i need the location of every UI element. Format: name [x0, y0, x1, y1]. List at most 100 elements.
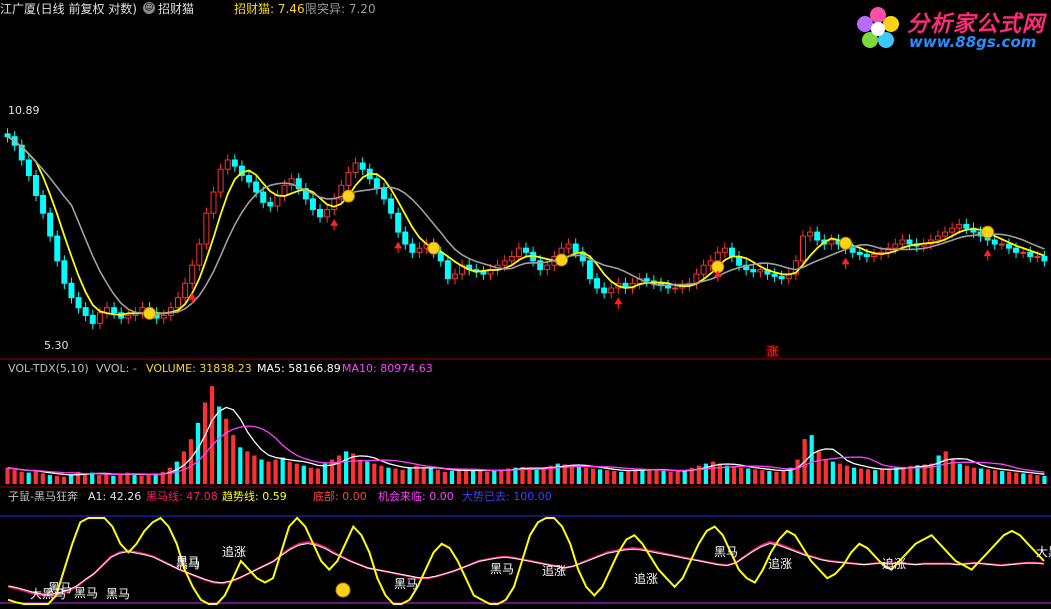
- up-arrow-icon: [330, 219, 339, 231]
- logo-title: 分析家公式网: [907, 12, 1046, 37]
- candle-body: [991, 239, 998, 245]
- vol-volume: VOLUME: 31838.23: [146, 362, 252, 375]
- up-arrow-icon: [841, 257, 850, 269]
- indicator-signal-label: 黑马: [74, 586, 98, 600]
- smiley-icon: [555, 253, 569, 267]
- up-arrow-icon: [713, 270, 722, 282]
- up-arrow-icon: [394, 241, 403, 253]
- candle-body: [771, 273, 778, 277]
- indicator-signal-label: 追涨: [882, 556, 906, 571]
- logo-url[interactable]: www.88gs.com: [909, 33, 1037, 51]
- vol-panel-name[interactable]: VOL-TDX(5,10): [8, 362, 89, 375]
- smiley-icon: [341, 189, 355, 203]
- candle-body: [210, 191, 217, 214]
- candle-body: [82, 307, 89, 316]
- candle-body: [586, 260, 593, 280]
- flower-logo-icon: [857, 7, 899, 48]
- candle-body: [32, 175, 39, 196]
- candle-body: [799, 235, 806, 262]
- candle-body: [863, 253, 870, 258]
- candle-body: [537, 260, 544, 271]
- indicator-signal-label: 黑马: [176, 555, 200, 569]
- up-arrow-icon: [188, 292, 197, 304]
- volume-ma5-line: [7, 406, 1045, 476]
- candle-body: [281, 184, 288, 196]
- ind-panel-name[interactable]: 子鼠-黑马狂奔: [8, 490, 78, 503]
- indicator-signal-label: 黑马: [106, 587, 130, 601]
- candle-body: [700, 264, 707, 275]
- candle-body: [1034, 256, 1041, 259]
- candle-body: [96, 312, 103, 324]
- candle-body: [934, 235, 941, 241]
- candle-body: [444, 260, 451, 280]
- ind-dibu: 底部: 0.00: [313, 490, 367, 503]
- indicator-signal-label: 黑马: [48, 581, 72, 595]
- candle-body: [544, 264, 551, 271]
- candle-body: [1020, 251, 1027, 254]
- indicator-value-xiantuyi: 限突异: 7.20: [305, 2, 376, 16]
- smiley-icon: [143, 306, 157, 320]
- candle-body: [849, 247, 856, 253]
- candle-body: [480, 271, 487, 275]
- candle-body: [1005, 243, 1012, 249]
- candle-body: [260, 191, 267, 203]
- candle-body: [68, 282, 75, 299]
- indicator-signal-label: 追涨: [768, 556, 792, 571]
- candle-body: [750, 269, 757, 273]
- candle-body: [892, 243, 899, 249]
- candle-body: [402, 231, 409, 245]
- indicator-signal-label: 黑马: [176, 557, 200, 571]
- candle-body: [224, 159, 231, 170]
- cat-face-icon[interactable]: ☺: [143, 2, 155, 14]
- candle-body: [1013, 247, 1020, 253]
- candle-body: [963, 223, 970, 229]
- candle-body: [89, 314, 96, 324]
- candle-body: [359, 162, 366, 170]
- candle-body: [54, 235, 61, 262]
- candle-body: [501, 260, 508, 266]
- candle-body: [416, 247, 423, 253]
- smiley-icon: [335, 582, 351, 598]
- smiley-icon: [981, 225, 995, 239]
- indicator-signal-label: 黑马: [490, 562, 514, 576]
- candle-body: [331, 198, 338, 211]
- smiley-icon: [427, 241, 441, 255]
- candle-body: [778, 275, 785, 280]
- candle-body: [189, 264, 196, 284]
- price-low-label: 5.30: [44, 339, 69, 352]
- candle-body: [203, 212, 210, 245]
- candle-body: [111, 307, 118, 314]
- candle-body: [317, 209, 324, 218]
- candle-body: [672, 287, 679, 290]
- chart-title: 江广厦(日线 前复权 对数): [0, 2, 137, 16]
- vol-ma5: MA5: 58166.89: [257, 362, 341, 375]
- candle-body: [4, 133, 11, 138]
- indicator-name[interactable]: 招财猫: [158, 2, 195, 16]
- vol-ma10: MA10: 80974.63: [342, 362, 433, 375]
- candle-body: [217, 168, 224, 193]
- candle-body: [18, 144, 25, 161]
- candle-body: [267, 201, 274, 207]
- candle-body: [380, 188, 387, 200]
- candle-body: [814, 231, 821, 241]
- candle-body: [643, 278, 650, 282]
- candle-body: [608, 287, 615, 294]
- candle-body: [160, 314, 167, 319]
- candle-body: [942, 231, 949, 237]
- candle-body: [324, 209, 331, 218]
- candle-body: [125, 314, 132, 319]
- candle-body: [601, 287, 608, 294]
- indicator-signal-label: 追涨: [634, 571, 658, 586]
- candle-body: [714, 251, 721, 262]
- candle-body: [231, 159, 238, 167]
- qushi-line: [7, 516, 1045, 605]
- candle-body: [949, 227, 956, 233]
- candle-body: [75, 297, 82, 309]
- candle-body: [288, 178, 295, 186]
- candle-body: [757, 269, 764, 273]
- ind-qushi: 趋势线: 0.59: [222, 490, 287, 503]
- indicator-signal-label: 追涨: [222, 544, 246, 559]
- indicator-value-zhaocaimao: 招财猫: 7.46: [234, 2, 305, 16]
